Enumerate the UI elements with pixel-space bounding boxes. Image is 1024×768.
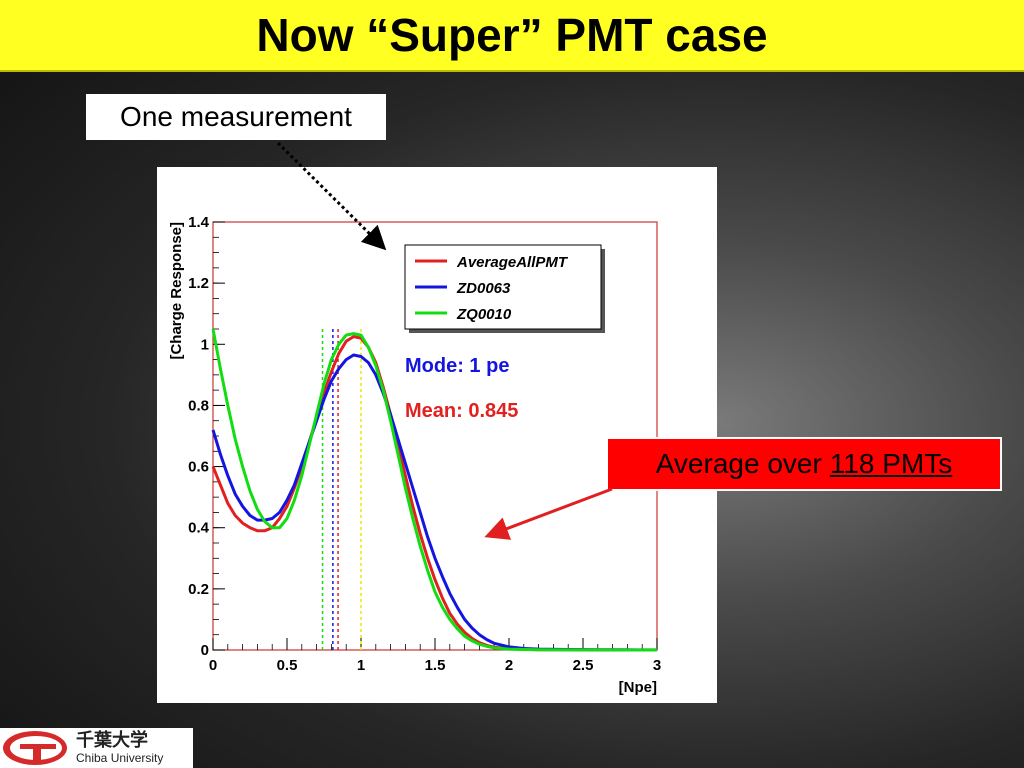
x-tick-label: 3 [653, 657, 661, 674]
y-tick-label: 0.4 [188, 520, 210, 537]
y-axis-label: [Charge Response] [168, 222, 185, 360]
charge-response-chart: 0 0.5 1 1.5 2 2.5 3 0 0.2 0.4 0.6 0.8 1 1.2 1.4 [Npe] [C… [168, 214, 661, 696]
logo-text-en: Chiba University [76, 751, 164, 765]
chart-annotation: Mean: 0.845 [405, 400, 518, 422]
y-tick-label: 0.2 [188, 581, 209, 598]
y-tick-label: 1 [201, 336, 209, 353]
chart-annotation: Mode: 1 pe [405, 355, 509, 377]
legend-label: ZQ0010 [456, 306, 512, 323]
x-tick-label: 0.5 [277, 657, 298, 674]
x-tick-label: 2 [505, 657, 513, 674]
plot-panel: 0 0.5 1 1.5 2 2.5 3 0 0.2 0.4 0.6 0.8 1 1.2 1.4 [Npe] [C… [157, 167, 717, 703]
title-bar: Now “Super” PMT case [0, 0, 1024, 72]
legend-label: ZD0063 [456, 280, 511, 297]
x-tick-label: 1 [357, 657, 365, 674]
x-axis-label: [Npe] [619, 679, 657, 696]
series-line-zq0010 [211, 328, 657, 652]
legend-label: AverageAllPMT [456, 254, 569, 271]
y-tick-label: 0.8 [188, 397, 209, 414]
callout-average-link[interactable]: 118 PMTs [829, 448, 953, 479]
university-logo: 千葉大学 Chiba University [0, 728, 193, 768]
y-tick-label: 1.4 [188, 214, 210, 231]
y-tick-label: 0 [201, 642, 209, 659]
x-tick-label: 2.5 [573, 657, 594, 674]
arrow-one-measurement [276, 141, 387, 251]
slide-title: Now “Super” PMT case [256, 9, 768, 61]
x-tick-label: 0 [209, 657, 217, 674]
chiba-logo-mark-icon [3, 731, 67, 765]
callout-one-measurement: One measurement [86, 94, 386, 140]
x-tick-label: 1.5 [425, 657, 446, 674]
y-tick-label: 0.6 [188, 459, 209, 476]
callout-average: Average over 118 PMTs [606, 437, 1002, 491]
arrow-average [484, 487, 613, 540]
logo-text-jp: 千葉大学 [76, 730, 148, 751]
series-line-zd0063 [211, 353, 658, 652]
callout-average-prefix: Average over [655, 448, 822, 479]
y-tick-label: 1.2 [188, 275, 209, 292]
